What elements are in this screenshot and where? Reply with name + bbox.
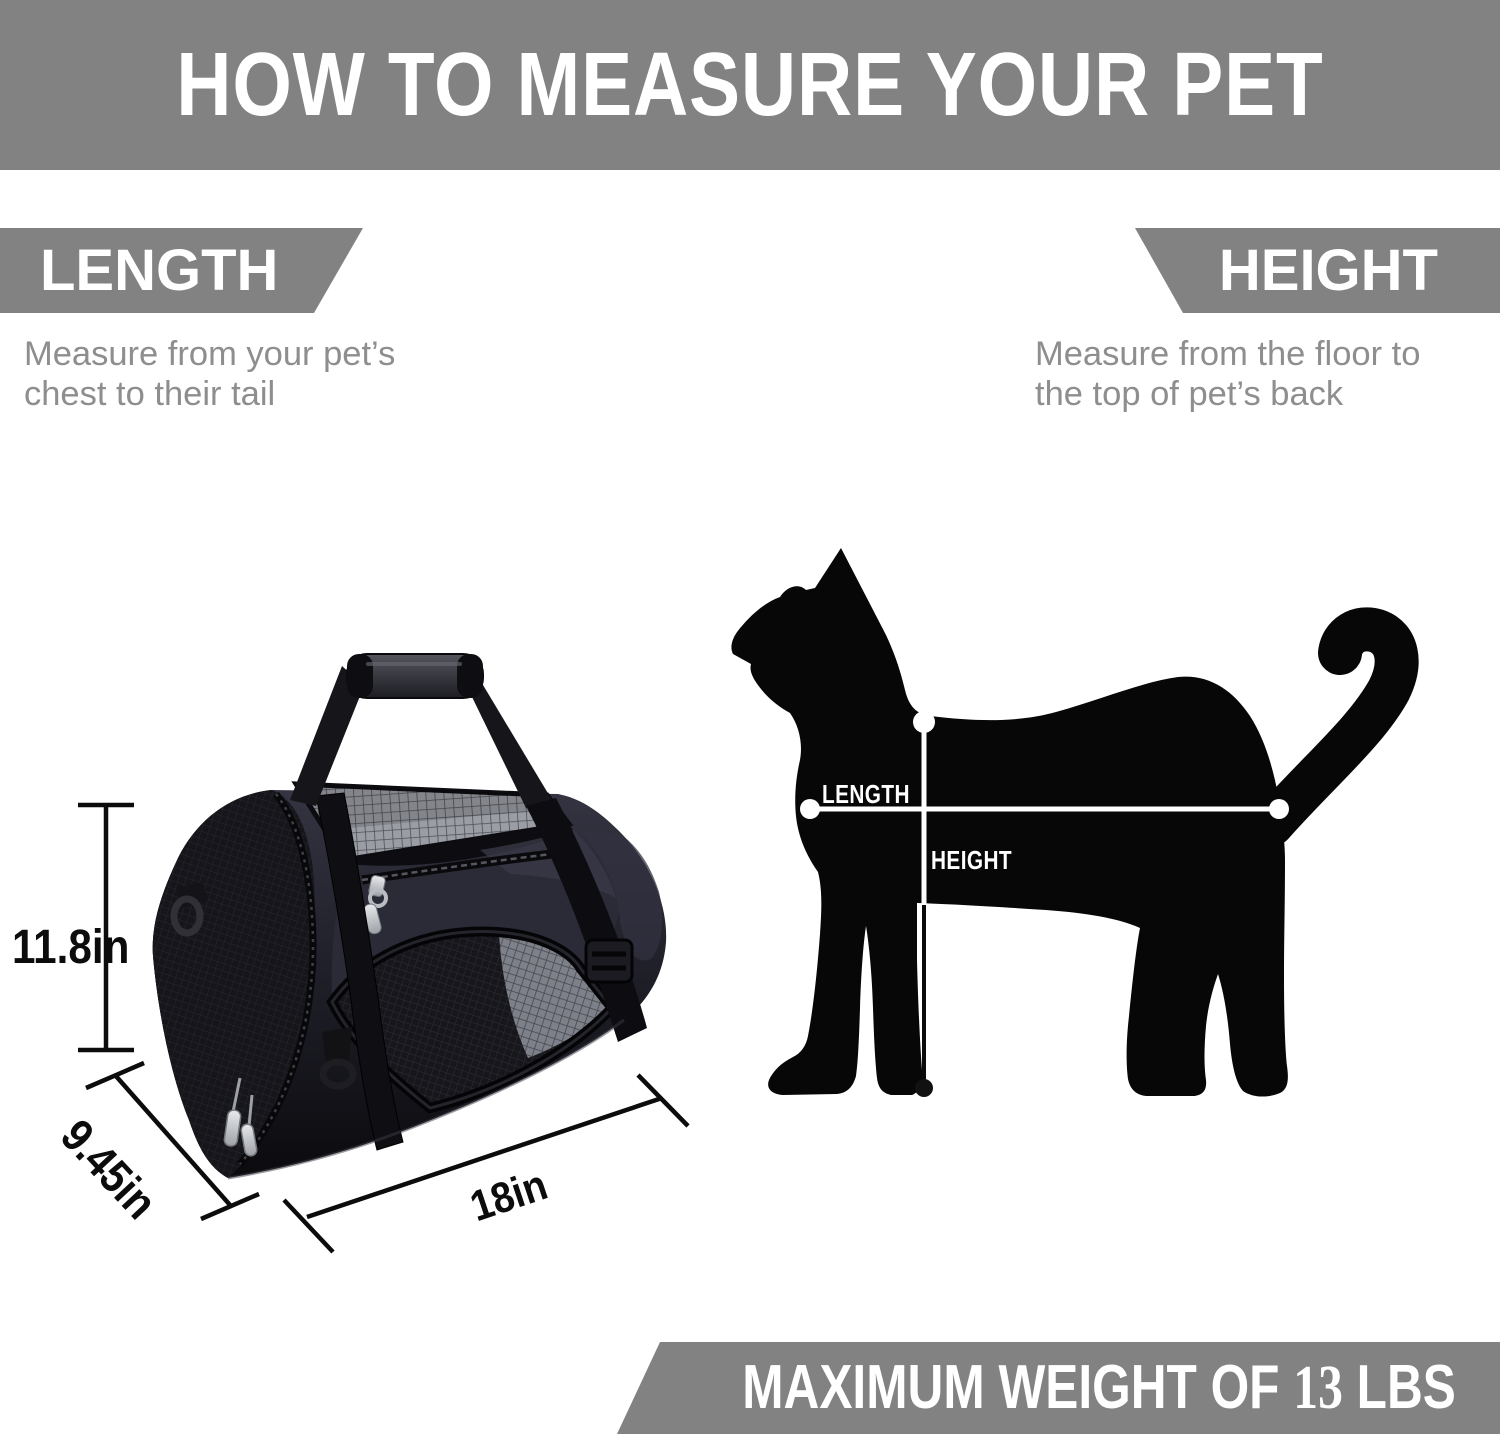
d-ring-icon [170,882,357,1090]
zipper-pull-icon [363,875,388,935]
max-weight-value: 13 [1293,1354,1343,1422]
max-weight-banner: MAXIMUM WEIGHT OF 13 LBS [0,1342,1500,1434]
carrier-dimension-lines [78,802,690,1254]
carrier-height-label: 11.8in [12,921,130,974]
max-weight-banner-shape [617,1342,1500,1434]
page-title: HOW TO MEASURE YOUR PET [176,35,1324,135]
height-description-line2: the top of pet’s back [1035,375,1344,413]
length-description-line2: chest to their tail [24,375,276,413]
max-weight-prefix: MAXIMUM WEIGHT OF [742,1353,1280,1422]
max-weight-text: MAXIMUM WEIGHT OF 13 LBS [617,1342,1500,1434]
height-description-line1: Measure from the floor to [1035,335,1421,373]
corner-zipper-pulls-icon [223,1077,258,1157]
length-description: Measure from your pet’s chest to their t… [24,334,504,414]
length-ribbon: LENGTH [0,228,363,313]
cat-length-label: LENGTH [822,779,910,809]
cat-height-label: HEIGHT [931,845,1012,875]
carry-handle-icon [346,653,484,699]
height-ribbon-label: HEIGHT [1218,238,1438,303]
cat-silhouette-graphic [731,548,1419,1097]
cat-measurement-lines [800,711,1289,1097]
length-description-line1: Measure from your pet’s [24,335,396,373]
height-description: Measure from the floor to the top of pet… [1035,334,1485,414]
title-banner: HOW TO MEASURE YOUR PET [0,0,1500,170]
max-weight-suffix: LBS [1356,1353,1456,1422]
strap-buckle-icon [584,938,634,984]
length-ribbon-label: LENGTH [40,238,279,303]
height-ribbon: HEIGHT [1135,228,1500,313]
pet-carrier-graphic [152,653,667,1180]
